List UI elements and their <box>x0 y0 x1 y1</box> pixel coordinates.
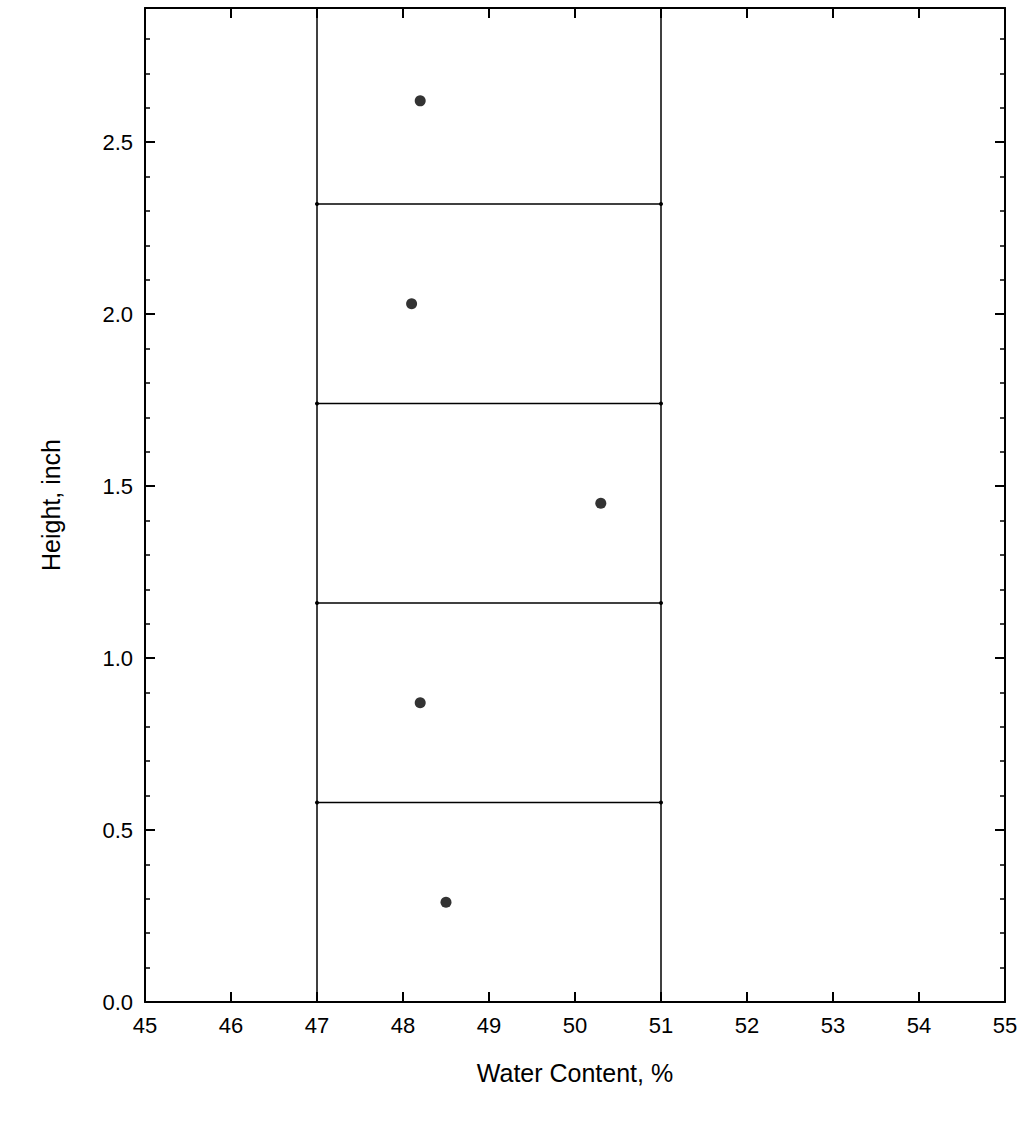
svg-text:0.5: 0.5 <box>102 818 133 843</box>
svg-text:Height, inch: Height, inch <box>37 439 65 571</box>
svg-text:51: 51 <box>649 1013 673 1038</box>
svg-text:49: 49 <box>477 1013 501 1038</box>
svg-text:47: 47 <box>305 1013 329 1038</box>
svg-text:1.5: 1.5 <box>102 474 133 499</box>
svg-text:54: 54 <box>907 1013 931 1038</box>
svg-text:Water Content, %: Water Content, % <box>477 1059 673 1087</box>
svg-text:48: 48 <box>391 1013 415 1038</box>
svg-text:52: 52 <box>735 1013 759 1038</box>
svg-text:2.0: 2.0 <box>102 302 133 327</box>
svg-text:55: 55 <box>993 1013 1017 1038</box>
svg-text:0.0: 0.0 <box>102 990 133 1015</box>
svg-text:53: 53 <box>821 1013 845 1038</box>
svg-text:1.0: 1.0 <box>102 646 133 671</box>
svg-text:2.5: 2.5 <box>102 130 133 155</box>
svg-text:45: 45 <box>133 1013 157 1038</box>
svg-text:46: 46 <box>219 1013 243 1038</box>
svg-text:50: 50 <box>563 1013 587 1038</box>
